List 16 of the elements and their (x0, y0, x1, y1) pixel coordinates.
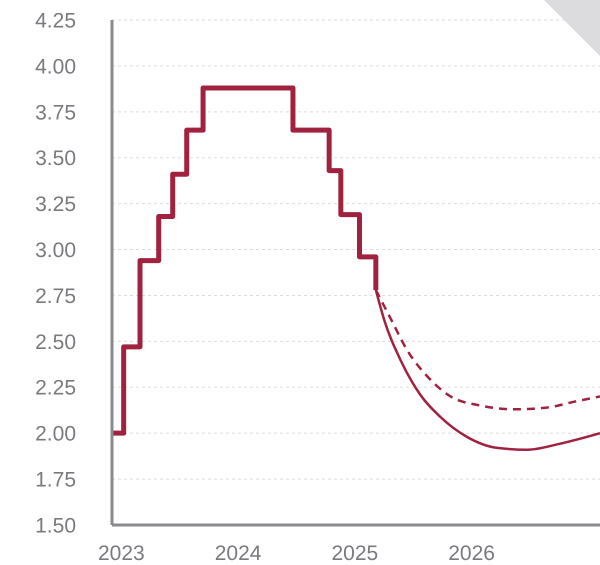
x-tick-label: 2026 (448, 542, 495, 565)
y-tick-label: 2.00 (35, 422, 76, 446)
y-tick-label: 2.25 (35, 376, 76, 400)
y-tick-label: 3.75 (35, 101, 76, 124)
x-tick-label: 2023 (98, 542, 145, 565)
y-tick-label: 4.25 (35, 9, 76, 32)
y-tick-label: 2.50 (35, 330, 76, 354)
x-tick-label: 2024 (214, 542, 262, 565)
y-tick-label: 1.75 (35, 468, 76, 492)
y-tick-label: 1.50 (35, 514, 76, 538)
y-tick-label: 3.00 (35, 239, 76, 262)
y-tick-label: 4.00 (35, 55, 76, 78)
y-tick-label: 3.25 (35, 193, 76, 216)
y-tick-label: 3.50 (35, 147, 76, 170)
y-tick-label: 2.75 (35, 284, 76, 308)
x-tick-label: 2025 (331, 542, 378, 565)
